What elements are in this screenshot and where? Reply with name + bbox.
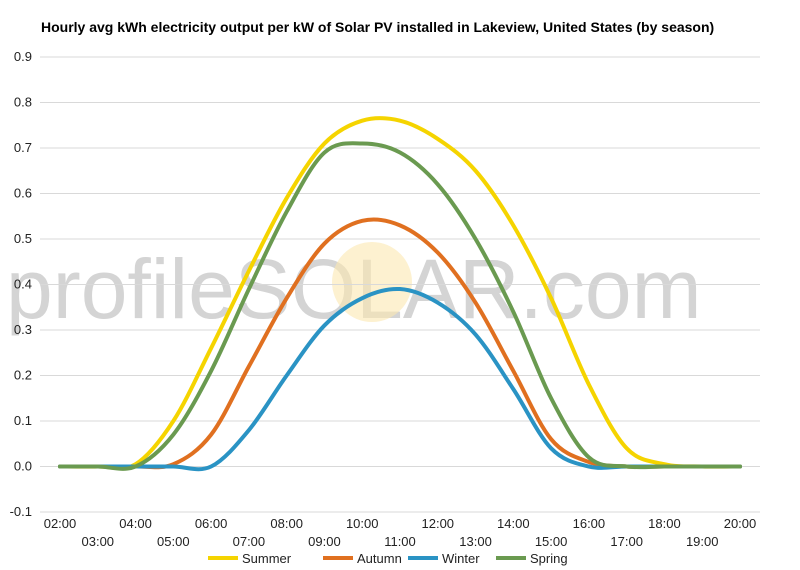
x-tick-label: 15:00 xyxy=(535,534,568,549)
x-tick-label: 07:00 xyxy=(233,534,266,549)
x-tick-label: 06:00 xyxy=(195,516,228,531)
y-tick-label: 0.9 xyxy=(14,49,32,64)
y-tick-label: -0.1 xyxy=(10,504,32,519)
chart-title: Hourly avg kWh electricity output per kW… xyxy=(41,19,715,35)
axes: -0.1 0.0 0.1 0.2 0.3 0.4 0.5 0.6 0.7 0.8 0.9 02:00 0… xyxy=(10,49,757,549)
x-tick-label: 11:00 xyxy=(384,534,416,549)
legend-label: Spring xyxy=(530,551,568,566)
grid xyxy=(40,56,760,513)
y-tick-label: 0.8 xyxy=(14,95,32,110)
x-tick-label: 08:00 xyxy=(270,516,303,531)
x-tick-label: 18:00 xyxy=(648,516,681,531)
y-tick-label: 0.2 xyxy=(14,368,32,383)
x-tick-label: 17:00 xyxy=(610,534,643,549)
x-tick-label: 10:00 xyxy=(346,516,379,531)
x-tick-label: 19:00 xyxy=(686,534,719,549)
y-tick-label: 0.6 xyxy=(14,186,32,201)
x-tick-label: 05:00 xyxy=(157,534,190,549)
x-tick-label: 20:00 xyxy=(724,516,757,531)
x-tick-label: 02:00 xyxy=(44,516,77,531)
legend-label: Winter xyxy=(442,551,480,566)
y-tick-label: 0.3 xyxy=(14,322,32,337)
legend-item-summer[interactable]: Summer xyxy=(208,551,292,566)
y-tick-label: 0.7 xyxy=(14,140,32,155)
x-tick-label: 12:00 xyxy=(422,516,455,531)
legend-item-winter[interactable]: Winter xyxy=(408,551,480,566)
y-tick-label: 0.1 xyxy=(14,413,32,428)
y-tick-label: 0.4 xyxy=(14,277,32,292)
x-tick-label: 14:00 xyxy=(497,516,530,531)
y-tick-label: 0.5 xyxy=(14,231,32,246)
x-tick-label: 03:00 xyxy=(82,534,115,549)
series-lines xyxy=(58,116,742,472)
legend-item-spring[interactable]: Spring xyxy=(496,551,568,566)
legend-label: Summer xyxy=(242,551,292,566)
legend: Summer Autumn Winter Spring xyxy=(208,551,568,566)
legend-label: Autumn xyxy=(357,551,402,566)
x-tick-label: 04:00 xyxy=(119,516,152,531)
x-tick-label: 13:00 xyxy=(459,534,492,549)
x-tick-label: 09:00 xyxy=(308,534,341,549)
x-tick-label: 16:00 xyxy=(573,516,606,531)
series-line-summer xyxy=(58,116,742,471)
series-line-spring xyxy=(58,141,742,471)
y-tick-label: 0.0 xyxy=(14,459,32,474)
legend-item-autumn[interactable]: Autumn xyxy=(323,551,402,566)
